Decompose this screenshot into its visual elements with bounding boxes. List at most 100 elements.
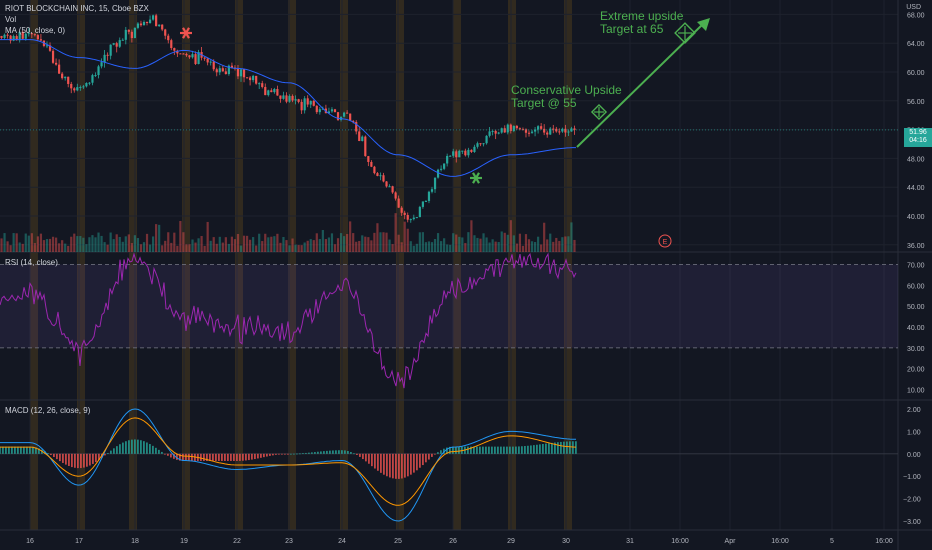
candle — [106, 52, 109, 61]
macd-legend[interactable]: MACD (12, 26, close, 9) — [5, 406, 91, 415]
macd-hist-bar — [119, 444, 121, 454]
macd-hist-bar — [155, 447, 157, 454]
volume-bar — [270, 236, 273, 252]
rsi-legend[interactable]: RSI (14, close) — [5, 258, 58, 267]
macd-hist-bar — [248, 453, 250, 461]
macd-hist-bar — [395, 453, 397, 479]
macd-hist-bar — [8, 446, 10, 454]
macd-hist-bar — [38, 448, 40, 454]
macd-hist-bar — [317, 451, 319, 454]
candle — [552, 124, 555, 134]
rsi-axis-tick-label: 30.00 — [907, 346, 925, 353]
candle — [427, 190, 431, 204]
candle — [121, 38, 124, 41]
volume-bar — [394, 213, 397, 252]
macd-hist-bar — [437, 452, 439, 454]
candle — [70, 81, 73, 94]
macd-hist-bar — [542, 443, 544, 454]
time-axis-tick-label: 16 — [26, 538, 34, 545]
macd-hist-bar — [23, 446, 25, 454]
ma-legend[interactable]: MA (50, close, 0) — [5, 26, 66, 35]
candle — [252, 74, 255, 83]
macd-hist-bar — [95, 453, 97, 463]
earnings-marker[interactable]: E — [658, 234, 672, 248]
volume-bar — [94, 237, 97, 252]
volume-bar — [97, 232, 100, 252]
symbol-title[interactable]: RIOT BLOCKCHAIN INC, 15, Cboe BZX — [5, 4, 149, 13]
macd-hist-bar — [71, 453, 73, 468]
volume-bar — [446, 244, 449, 252]
macd-hist-bar — [32, 446, 34, 454]
macd-hist-bar — [458, 446, 460, 454]
volume-bar — [136, 238, 140, 252]
macd-axis-tick-label: −1.00 — [903, 474, 921, 481]
volume-bar — [500, 231, 503, 252]
conservative-target-annotation[interactable]: Conservative Upside Target @ 55 — [511, 84, 622, 110]
macd-hist-bar — [527, 445, 529, 454]
volume-bar — [524, 234, 528, 252]
rsi-axis-tick-label: 10.00 — [907, 388, 925, 395]
buy-signal-asterisk-icon[interactable] — [470, 172, 482, 184]
macd-hist-bar — [434, 453, 436, 455]
time-axis-tick-label: 25 — [394, 538, 402, 545]
macd-hist-bar — [242, 453, 244, 461]
last-price-tag[interactable]: 51.96 04:16 — [904, 128, 932, 147]
candle — [436, 168, 440, 179]
conservative-target-marker-icon[interactable] — [590, 103, 608, 121]
volume-bar — [91, 235, 94, 252]
rsi-axis-tick-label: 20.00 — [907, 367, 925, 374]
macd-hist-bar — [452, 446, 454, 454]
candle — [561, 127, 564, 133]
conservative-target-line1: Conservative Upside — [511, 83, 622, 97]
candle — [546, 130, 549, 138]
macd-hist-bar — [149, 444, 151, 454]
volume-bar — [312, 240, 315, 252]
extreme-target-annotation[interactable]: Extreme upside Target at 65 — [600, 10, 683, 36]
candle — [421, 201, 425, 209]
candle — [51, 48, 55, 64]
volume-legend[interactable]: Vol — [5, 15, 17, 24]
volume-bar — [400, 242, 403, 252]
volume-bar — [148, 244, 152, 252]
session-band — [508, 0, 516, 530]
volume-bar — [112, 239, 115, 252]
macd-hist-bar — [419, 453, 421, 468]
extreme-target-marker-icon[interactable] — [674, 22, 696, 44]
candle — [179, 53, 182, 55]
rsi-line[interactable] — [0, 252, 577, 389]
volume-bar — [406, 228, 409, 252]
candle — [97, 64, 100, 79]
macd-hist-bar — [488, 446, 490, 454]
upside-arrow-line[interactable] — [576, 22, 705, 148]
macd-axis-tick-label: 2.00 — [907, 407, 921, 414]
volume-bar — [224, 237, 227, 252]
candle — [258, 82, 261, 90]
macd-hist-bar — [212, 453, 214, 461]
upside-arrow-head[interactable] — [697, 18, 710, 31]
volume-bar — [573, 239, 576, 252]
candle — [194, 51, 197, 66]
volume-bar — [364, 236, 367, 252]
volume-bar — [45, 239, 49, 252]
macd-hist-bar — [137, 439, 139, 454]
macd-hist-bar — [335, 450, 337, 454]
macd-signal-line[interactable] — [0, 417, 577, 506]
ma-line[interactable] — [0, 39, 576, 177]
macd-hist-bar — [302, 453, 304, 455]
volume-bar — [264, 233, 267, 252]
candle — [61, 72, 64, 80]
volume-bar — [158, 224, 161, 252]
candle — [6, 32, 9, 39]
currency-label: USD — [906, 4, 921, 11]
macd-hist-bar — [5, 446, 7, 454]
candle — [433, 177, 437, 193]
macd-hist-bar — [341, 450, 343, 454]
candle — [473, 144, 476, 153]
candle — [564, 124, 567, 137]
macd-hist-bar — [74, 453, 76, 468]
macd-hist-bar — [107, 452, 109, 454]
rsi-axis-tick-label: 70.00 — [907, 263, 925, 270]
candle — [239, 68, 243, 82]
sell-signal-asterisk-icon[interactable] — [180, 27, 192, 39]
